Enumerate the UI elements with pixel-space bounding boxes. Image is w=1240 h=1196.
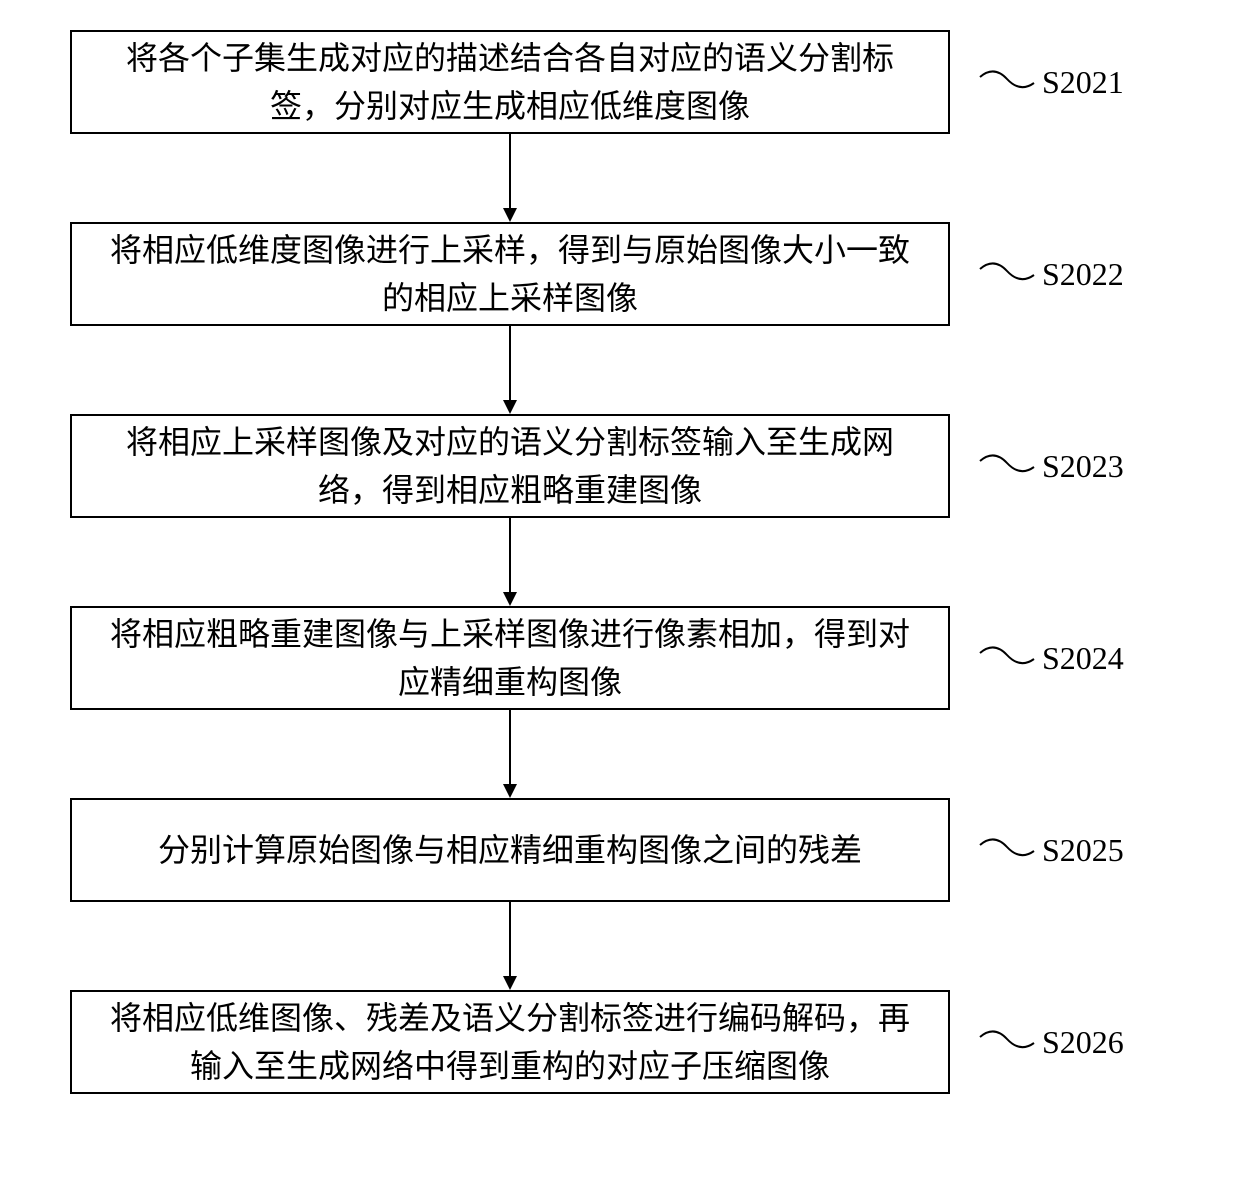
step-box-s2023: 将相应上采样图像及对应的语义分割标签输入至生成网络，得到相应粗略重建图像 [70, 414, 950, 518]
step-box-s2022: 将相应低维度图像进行上采样，得到与原始图像大小一致的相应上采样图像 [70, 222, 950, 326]
step-text: 将相应低维度图像进行上采样，得到与原始图像大小一致的相应上采样图像 [96, 226, 924, 322]
arrow-wrap [70, 134, 950, 222]
arrow-down-icon [500, 902, 520, 990]
step-row: 将相应粗略重建图像与上采样图像进行像素相加，得到对应精细重构图像 S2024 [70, 606, 1170, 710]
arrow-down-icon [500, 518, 520, 606]
step-text: 将各个子集生成对应的描述结合各自对应的语义分割标签，分别对应生成相应低维度图像 [96, 34, 924, 130]
step-box-s2021: 将各个子集生成对应的描述结合各自对应的语义分割标签，分别对应生成相应低维度图像 [70, 30, 950, 134]
step-label-wrap: S2023 [978, 448, 1124, 485]
connector-tilde-icon [978, 835, 1036, 865]
step-label: S2021 [1042, 64, 1124, 101]
step-text: 分别计算原始图像与相应精细重构图像之间的残差 [158, 826, 862, 874]
step-label: S2026 [1042, 1024, 1124, 1061]
step-row: 将相应上采样图像及对应的语义分割标签输入至生成网络，得到相应粗略重建图像 S20… [70, 414, 1170, 518]
step-box-s2025: 分别计算原始图像与相应精细重构图像之间的残差 [70, 798, 950, 902]
step-row: 将相应低维图像、残差及语义分割标签进行编码解码，再输入至生成网络中得到重构的对应… [70, 990, 1170, 1094]
step-text: 将相应粗略重建图像与上采样图像进行像素相加，得到对应精细重构图像 [96, 610, 924, 706]
connector-tilde-icon [978, 259, 1036, 289]
arrow-down-icon [500, 134, 520, 222]
step-label-wrap: S2025 [978, 832, 1124, 869]
step-label-wrap: S2026 [978, 1024, 1124, 1061]
connector-tilde-icon [978, 451, 1036, 481]
arrow-down-icon [500, 326, 520, 414]
connector-tilde-icon [978, 1027, 1036, 1057]
step-box-s2026: 将相应低维图像、残差及语义分割标签进行编码解码，再输入至生成网络中得到重构的对应… [70, 990, 950, 1094]
step-label-wrap: S2024 [978, 640, 1124, 677]
step-label: S2025 [1042, 832, 1124, 869]
step-row: 将各个子集生成对应的描述结合各自对应的语义分割标签，分别对应生成相应低维度图像 … [70, 30, 1170, 134]
arrow-wrap [70, 518, 950, 606]
step-text: 将相应低维图像、残差及语义分割标签进行编码解码，再输入至生成网络中得到重构的对应… [96, 994, 924, 1090]
step-row: 将相应低维度图像进行上采样，得到与原始图像大小一致的相应上采样图像 S2022 [70, 222, 1170, 326]
step-box-s2024: 将相应粗略重建图像与上采样图像进行像素相加，得到对应精细重构图像 [70, 606, 950, 710]
step-label: S2023 [1042, 448, 1124, 485]
arrow-wrap [70, 902, 950, 990]
connector-tilde-icon [978, 67, 1036, 97]
step-label-wrap: S2021 [978, 64, 1124, 101]
step-text: 将相应上采样图像及对应的语义分割标签输入至生成网络，得到相应粗略重建图像 [96, 418, 924, 514]
step-label: S2022 [1042, 256, 1124, 293]
connector-tilde-icon [978, 643, 1036, 673]
arrow-down-icon [500, 710, 520, 798]
step-row: 分别计算原始图像与相应精细重构图像之间的残差 S2025 [70, 798, 1170, 902]
arrow-wrap [70, 710, 950, 798]
step-label: S2024 [1042, 640, 1124, 677]
flowchart-container: 将各个子集生成对应的描述结合各自对应的语义分割标签，分别对应生成相应低维度图像 … [70, 30, 1170, 1094]
step-label-wrap: S2022 [978, 256, 1124, 293]
arrow-wrap [70, 326, 950, 414]
